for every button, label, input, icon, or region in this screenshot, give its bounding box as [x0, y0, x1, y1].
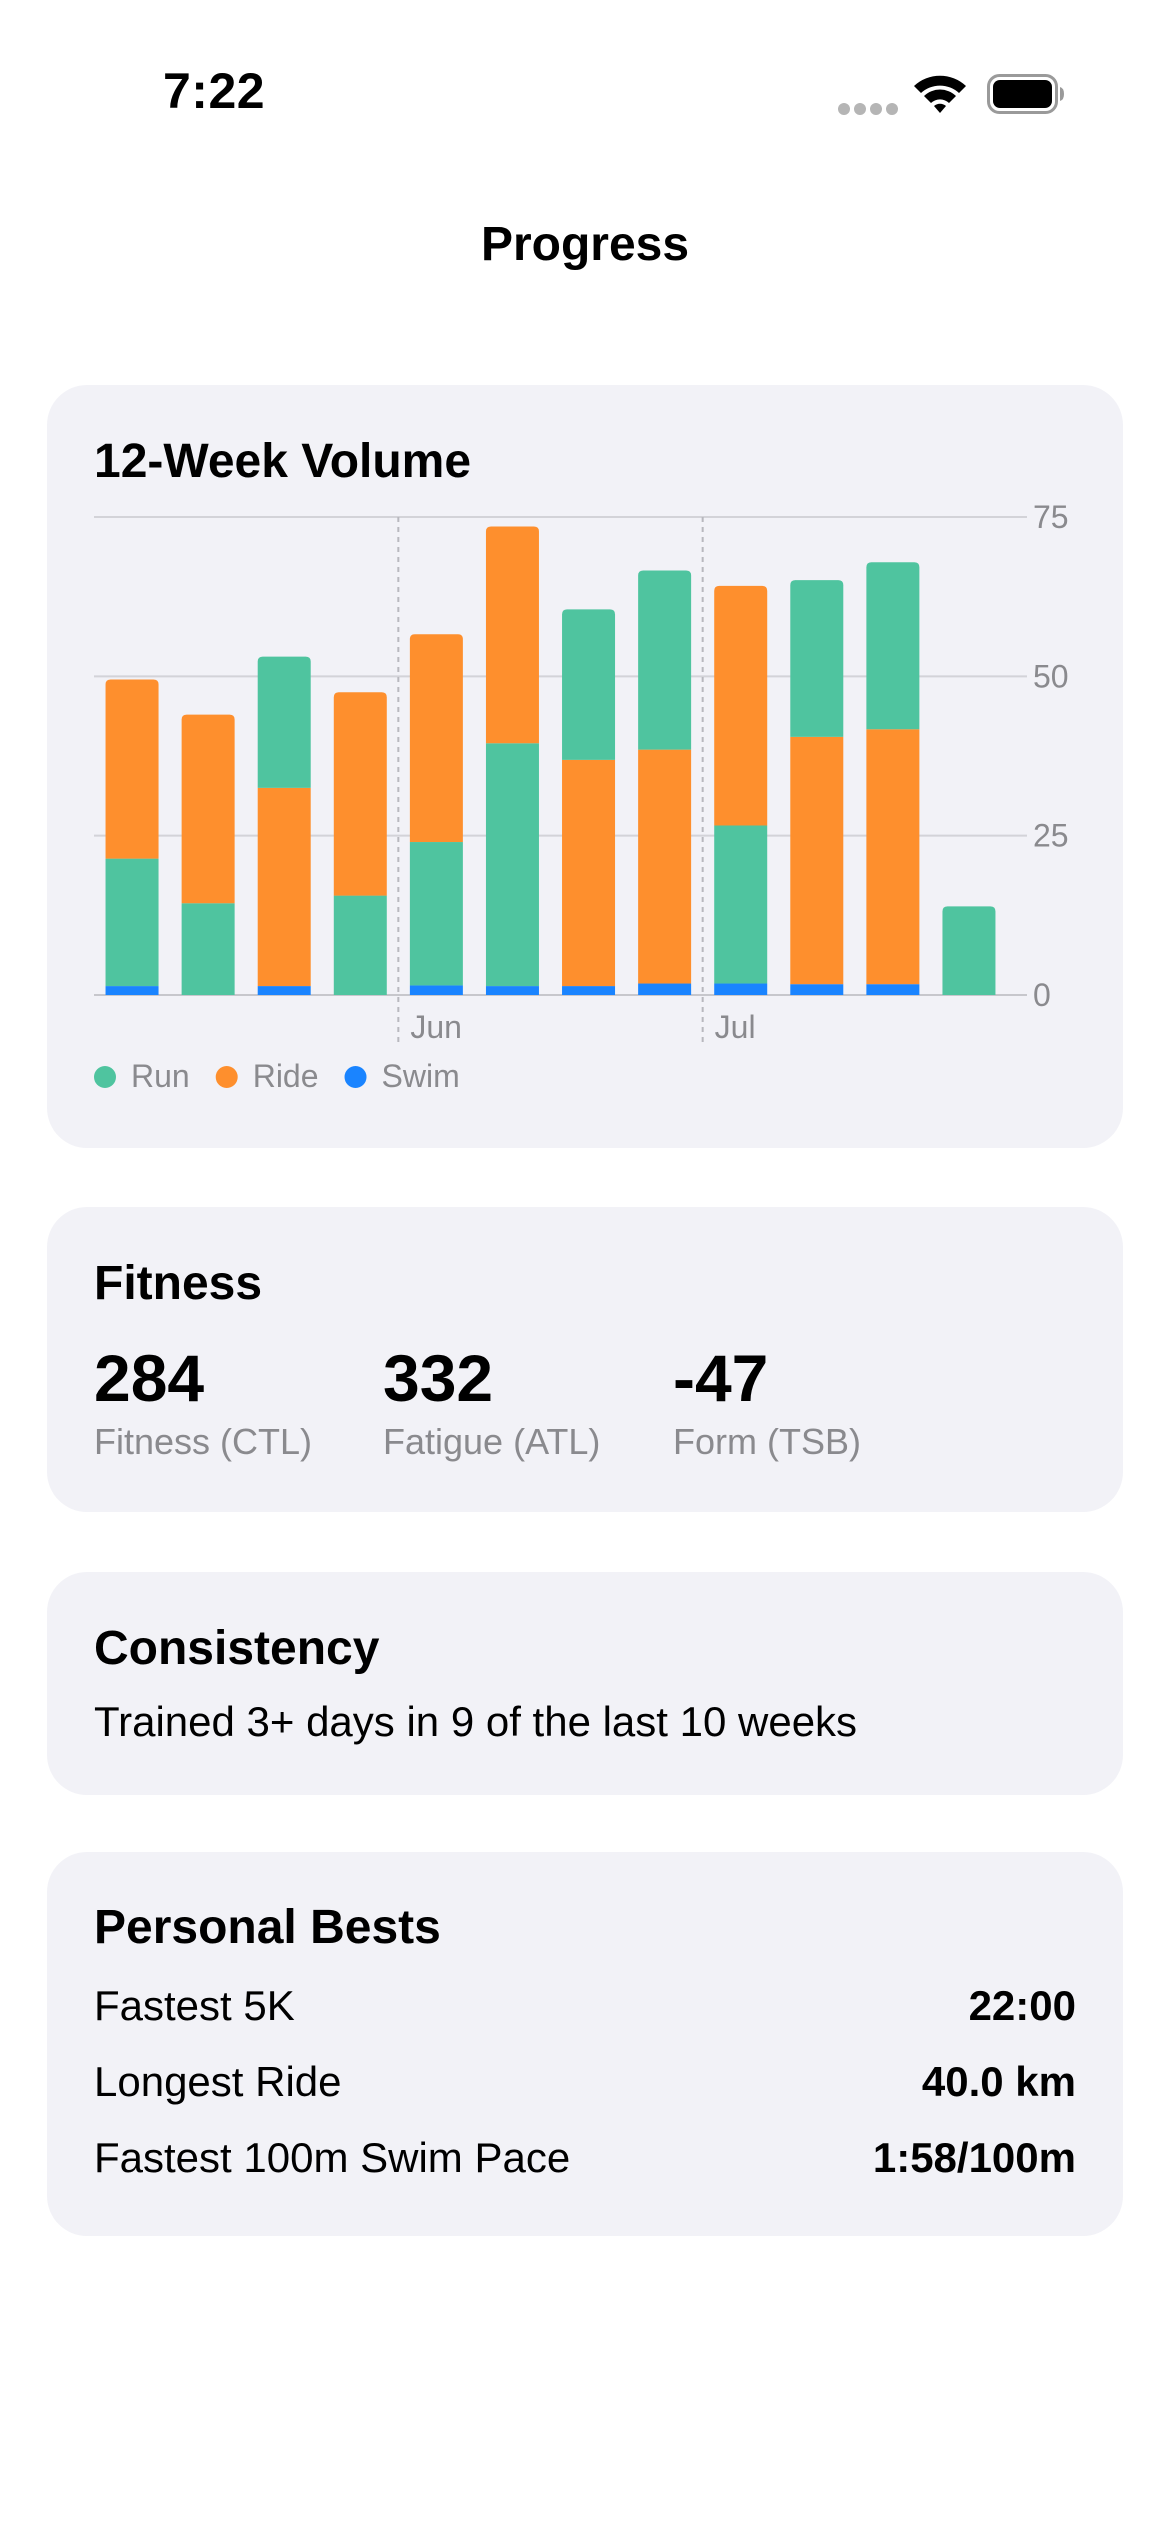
metric-label: Form (TSB) [673, 1421, 861, 1462]
metric-label: Fitness (CTL) [94, 1421, 313, 1462]
best-name: Fastest 5K [94, 1982, 295, 2029]
bar-segment-run [105, 858, 159, 987]
bar-segment-ride [790, 736, 844, 985]
bar-segment-run [181, 903, 235, 995]
bar-segment-run [257, 656, 311, 788]
legend-label-run: Run [131, 1058, 190, 1094]
legend-dot-ride [215, 1066, 238, 1088]
fitness-card: Fitness 284 Fitness (CTL) 332 Fatigue (A… [47, 1207, 1123, 1512]
metric-value: 284 [94, 1341, 205, 1415]
legend-dot-run [94, 1066, 116, 1088]
x-tick-label: Jun [410, 1009, 462, 1045]
bar-segment-run [562, 609, 616, 760]
bar-segment-swim [257, 986, 311, 995]
volume-chart: 0 25 50 75 Jun Jul Run Ride Swim [94, 499, 1069, 1094]
metric-fatigue: 332 Fatigue (ATL) [383, 1345, 600, 1463]
bar-segment-ride [181, 714, 235, 904]
bar-segment-run [942, 906, 996, 995]
best-value: 22:00 [968, 1982, 1076, 2029]
best-row-5k: Fastest 5K 22:00 [94, 1982, 1076, 2038]
bar-segment-run [333, 895, 387, 995]
volume-card-title: 12-Week Volume [94, 435, 472, 488]
best-name: Longest Ride [94, 2058, 342, 2105]
best-row-ride: Longest Ride 40.0 km [94, 2058, 1076, 2114]
bar-segment-ride [257, 787, 311, 987]
metric-form: -47 Form (TSB) [673, 1345, 861, 1463]
bar-segment-run [790, 580, 844, 737]
page-title: Progress [480, 218, 690, 271]
consistency-card: Consistency Trained 3+ days in 9 of the … [47, 1572, 1123, 1795]
status-time: 7:22 [163, 63, 266, 119]
bar-segment-ride [638, 749, 692, 984]
best-value: 1:58/100m [872, 2134, 1076, 2181]
y-tick-label: 25 [1033, 818, 1069, 854]
consistency-summary: Trained 3+ days in 9 of the last 10 week… [94, 1698, 858, 1745]
bar-segment-ride [866, 729, 920, 985]
bar-segment-run [409, 842, 463, 986]
best-value: 40.0 km [921, 2058, 1076, 2105]
bar-segment-swim [790, 984, 844, 995]
best-name: Fastest 100m Swim Pace [94, 2134, 571, 2181]
metric-label: Fatigue (ATL) [383, 1421, 601, 1462]
consistency-card-title: Consistency [94, 1622, 380, 1675]
bar-segment-ride [333, 692, 387, 896]
y-tick-label: 50 [1033, 658, 1069, 694]
best-row-swim-pace: Fastest 100m Swim Pace 1:58/100m [94, 2134, 1076, 2190]
status-bar: 7:22 [0, 0, 1170, 190]
y-tick-label: 75 [1033, 499, 1069, 535]
y-tick-label: 0 [1033, 977, 1051, 1013]
wifi-icon [914, 75, 966, 113]
legend-dot-swim [344, 1066, 367, 1088]
bar-segment-run [638, 570, 692, 750]
bar-segment-ride [485, 526, 539, 744]
legend-label-ride: Ride [253, 1058, 319, 1094]
metric-value: 332 [383, 1341, 494, 1415]
volume-card: 12-Week Volume 0 25 50 75 Jun Jul Run Ride Swim [47, 385, 1123, 1148]
legend-label-swim: Swim [382, 1058, 460, 1094]
bar-segment-swim [485, 986, 539, 995]
battery-icon [987, 74, 1064, 114]
bar-segment-swim [866, 984, 920, 995]
bar-segment-swim [409, 985, 463, 995]
bar-segment-swim [638, 983, 692, 995]
fitness-card-title: Fitness [94, 1257, 263, 1310]
metric-fitness: 284 Fitness (CTL) [94, 1345, 312, 1463]
bar-segment-ride [714, 585, 768, 826]
personal-bests-card: Personal Bests Fastest 5K 22:00 Longest … [47, 1852, 1123, 2236]
metric-value: -47 [673, 1341, 769, 1415]
bar-segment-ride [562, 759, 616, 987]
bar-segment-run [866, 562, 920, 730]
bar-segment-run [714, 825, 768, 984]
bar-segment-ride [409, 634, 463, 843]
bar-segment-ride [105, 679, 159, 859]
cellular-signal-icon [838, 103, 898, 115]
bar-segment-swim [714, 983, 768, 995]
bar-segment-swim [105, 986, 159, 995]
x-tick-label: Jul [715, 1009, 756, 1045]
bar-segment-swim [562, 986, 616, 995]
bar-segment-run [485, 743, 539, 987]
personal-bests-title: Personal Bests [94, 1901, 441, 1954]
